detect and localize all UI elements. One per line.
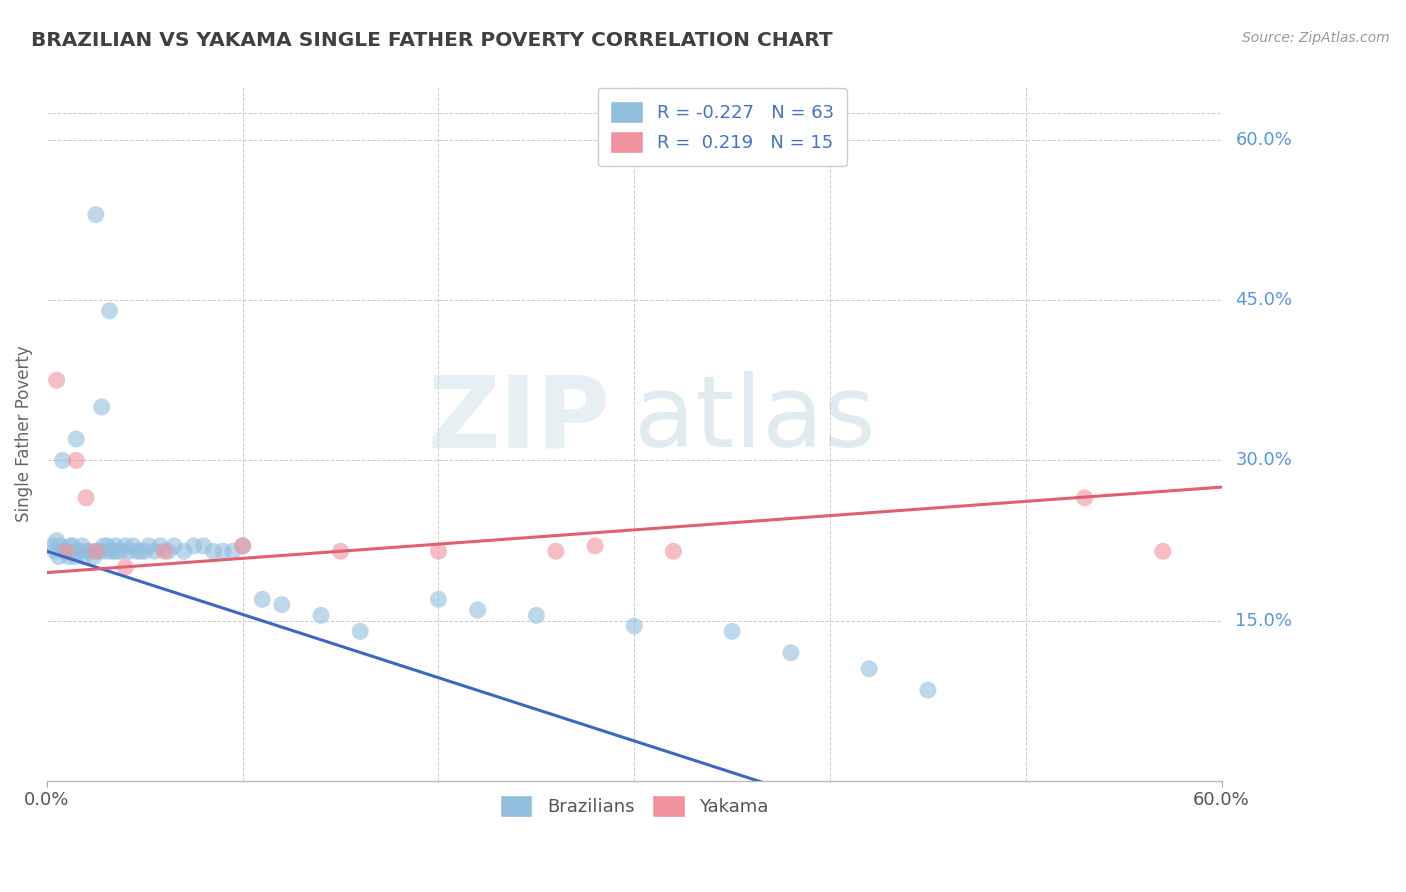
Point	[427, 592, 450, 607]
Text: 45.0%: 45.0%	[1236, 291, 1292, 310]
Point	[45, 533, 67, 548]
Point	[349, 624, 371, 639]
Point	[779, 646, 801, 660]
Point	[73, 549, 96, 564]
Point	[84, 544, 107, 558]
Point	[232, 539, 254, 553]
Y-axis label: Single Father Poverty: Single Father Poverty	[15, 345, 32, 522]
Point	[583, 539, 606, 553]
Point	[125, 544, 148, 558]
Point	[42, 539, 65, 553]
Point	[193, 539, 215, 553]
Text: ZIP: ZIP	[427, 371, 610, 468]
Point	[87, 544, 110, 558]
Point	[662, 544, 685, 558]
Point	[212, 544, 235, 558]
Point	[1073, 491, 1095, 505]
Point	[44, 544, 66, 558]
Point	[90, 400, 112, 414]
Point	[202, 544, 225, 558]
Point	[105, 544, 128, 558]
Point	[83, 549, 105, 564]
Point	[122, 539, 145, 553]
Point	[104, 539, 127, 553]
Point	[129, 544, 152, 558]
Point	[173, 544, 195, 558]
Point	[114, 539, 136, 553]
Point	[59, 539, 82, 553]
Text: 60.0%: 60.0%	[1236, 131, 1292, 149]
Point	[97, 539, 120, 553]
Point	[79, 544, 101, 558]
Text: 30.0%: 30.0%	[1236, 451, 1292, 469]
Point	[544, 544, 567, 558]
Point	[103, 544, 125, 558]
Point	[143, 544, 166, 558]
Point	[65, 432, 87, 446]
Point	[48, 549, 70, 564]
Point	[60, 539, 83, 553]
Point	[467, 603, 489, 617]
Point	[157, 544, 180, 558]
Point	[427, 544, 450, 558]
Point	[252, 592, 274, 607]
Point	[67, 544, 90, 558]
Point	[63, 549, 86, 564]
Text: Source: ZipAtlas.com: Source: ZipAtlas.com	[1241, 31, 1389, 45]
Point	[55, 544, 77, 558]
Point	[270, 598, 292, 612]
Point	[70, 539, 93, 553]
Point	[623, 619, 645, 633]
Point	[69, 544, 91, 558]
Point	[118, 544, 141, 558]
Point	[65, 453, 87, 467]
Point	[858, 662, 880, 676]
Point	[58, 549, 80, 564]
Text: BRAZILIAN VS YAKAMA SINGLE FATHER POVERTY CORRELATION CHART: BRAZILIAN VS YAKAMA SINGLE FATHER POVERT…	[31, 31, 832, 50]
Point	[114, 560, 136, 574]
Point	[53, 544, 76, 558]
Point	[93, 539, 115, 553]
Point	[917, 683, 939, 698]
Point	[329, 544, 352, 558]
Point	[55, 544, 77, 558]
Point	[94, 544, 117, 558]
Point	[100, 544, 122, 558]
Point	[149, 539, 172, 553]
Point	[222, 544, 245, 558]
Point	[49, 539, 72, 553]
Point	[84, 208, 107, 222]
Point	[45, 373, 67, 387]
Point	[721, 624, 744, 639]
Point	[75, 491, 97, 505]
Point	[89, 544, 111, 558]
Point	[309, 608, 332, 623]
Text: atlas: atlas	[634, 371, 876, 468]
Point	[75, 544, 97, 558]
Point	[134, 544, 156, 558]
Legend: Brazilians, Yakama: Brazilians, Yakama	[492, 788, 776, 824]
Point	[98, 303, 121, 318]
Point	[183, 539, 205, 553]
Point	[138, 539, 160, 553]
Point	[524, 608, 547, 623]
Point	[232, 539, 254, 553]
Point	[110, 544, 132, 558]
Point	[1152, 544, 1174, 558]
Point	[163, 539, 186, 553]
Text: 15.0%: 15.0%	[1236, 612, 1292, 630]
Point	[51, 453, 73, 467]
Point	[153, 544, 176, 558]
